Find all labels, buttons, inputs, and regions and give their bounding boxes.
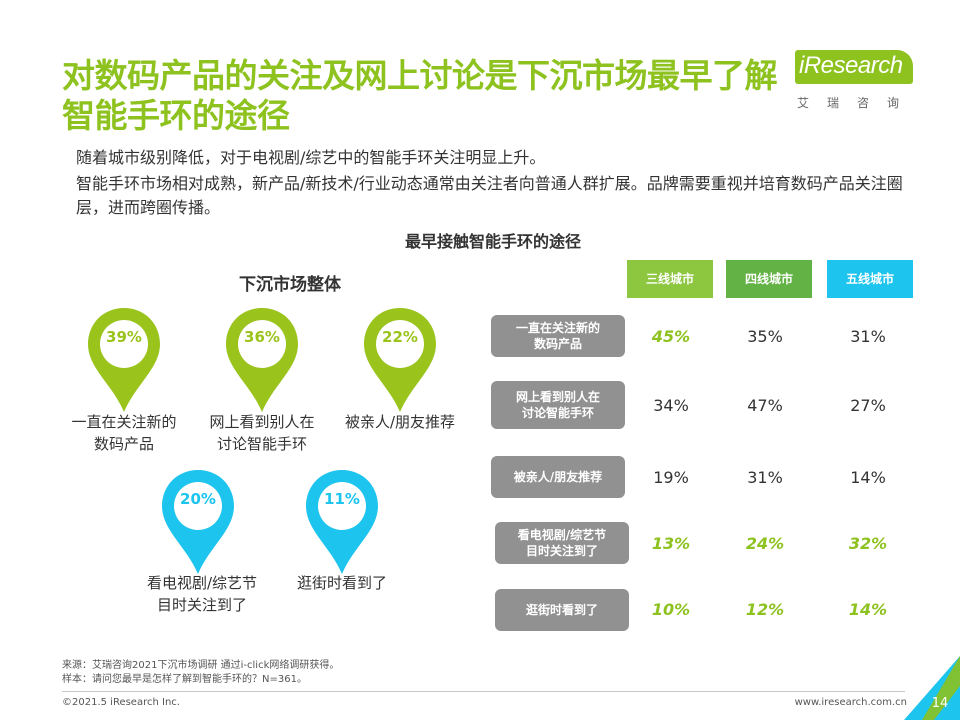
row-label-line: 一直在关注新的	[515, 321, 600, 335]
row-label: 被亲人/朋友推荐	[491, 456, 625, 498]
table-cell: 34%	[653, 396, 689, 415]
source-note: 来源：艾瑞咨询2021下沉市场调研 通过i-click网络调研获得。 样本：请问…	[62, 659, 339, 687]
map-pin-icon	[306, 470, 378, 574]
row-label: 看电视剧/综艺节 目时关注到了	[495, 522, 629, 564]
column-header-tier4: 四线城市	[726, 260, 812, 298]
row-label-line: 被亲人/朋友推荐	[513, 470, 603, 484]
table-cell: 14%	[848, 600, 888, 619]
pin-overall-5: 11%	[304, 468, 380, 578]
table-cell: 13%	[651, 534, 691, 553]
pin-label-line: 被亲人/朋友推荐	[344, 413, 456, 431]
summary-line-1: 随着城市级别降低，对于电视剧/综艺中的智能手环关注明显上升。	[76, 148, 546, 167]
logo-text: iResearch	[799, 52, 903, 79]
row-label-line: 看电视剧/综艺节	[517, 528, 607, 542]
website-link[interactable]: www.iresearch.com.cn	[794, 697, 907, 708]
table-cell: 35%	[747, 327, 783, 346]
row-label-line: 逛街时看到了	[525, 603, 598, 617]
summary-line-2: 智能手环市场相对成熟，新产品/新技术/行业动态通常由关注者向普通人群扩展。品牌需…	[76, 174, 903, 217]
pin-label-line: 讨论智能手环	[216, 435, 307, 453]
row-label: 一直在关注新的 数码产品	[491, 315, 625, 357]
pin-overall-2: 36%	[224, 306, 300, 416]
pin-label-line: 数码产品	[93, 435, 154, 453]
sample-line: 样本：请问您最早是怎样了解到智能手环的？N=361。	[62, 674, 307, 685]
row-label: 网上看到别人在 讨论智能手环	[491, 381, 625, 429]
row-label-line: 数码产品	[533, 337, 582, 351]
corner-decoration	[904, 656, 960, 720]
table-cell: 10%	[651, 600, 691, 619]
table-cell: 32%	[848, 534, 888, 553]
pin-label-2: 网上看到别人在 讨论智能手环	[187, 411, 337, 455]
table-cell: 47%	[747, 396, 783, 415]
table-cell: 24%	[745, 534, 785, 553]
page-title: 对数码产品的关注及网上讨论是下沉市场最早了解智能手环的途径	[62, 56, 778, 135]
pin-value: 11%	[324, 490, 360, 508]
pin-overall-3: 22%	[362, 306, 438, 416]
map-pin-icon	[364, 308, 436, 412]
column-header-tier3: 三线城市	[627, 260, 713, 298]
pin-label-4: 看电视剧/综艺节 目时关注到了	[127, 572, 277, 616]
pin-value: 22%	[382, 328, 418, 346]
table-cell: 27%	[850, 396, 886, 415]
source-line: 来源：艾瑞咨询2021下沉市场调研 通过i-click网络调研获得。	[62, 660, 340, 671]
page-number: 14	[931, 696, 949, 711]
pin-label-line: 目时关注到了	[156, 596, 247, 614]
copyright: ©2021.5 iResearch Inc.	[62, 697, 180, 708]
table-cell: 31%	[747, 468, 783, 487]
pin-label-1: 一直在关注新的 数码产品	[49, 411, 199, 455]
table-cell: 31%	[850, 327, 886, 346]
table-cell: 19%	[653, 468, 689, 487]
map-pin-icon	[88, 308, 160, 412]
row-label: 逛街时看到了	[495, 589, 629, 631]
column-header-tier5: 五线城市	[827, 260, 913, 298]
summary-text: 随着城市级别降低，对于电视剧/综艺中的智能手环关注明显上升。 智能手环市场相对成…	[76, 146, 906, 222]
map-pin-icon	[162, 470, 234, 574]
footer-divider	[62, 691, 905, 692]
pin-label-3: 被亲人/朋友推荐	[325, 411, 475, 433]
row-label-line: 网上看到别人在	[515, 390, 600, 404]
map-pin-icon	[226, 308, 298, 412]
overall-title: 下沉市场整体	[239, 275, 341, 295]
pin-value: 39%	[106, 328, 142, 346]
logo-subtitle: 艾瑞咨询	[797, 96, 918, 110]
pin-label-line: 一直在关注新的	[71, 413, 177, 431]
chart-title: 最早接触智能手环的途径	[404, 232, 581, 251]
pin-label-5: 逛街时看到了	[267, 572, 417, 594]
pin-overall-1: 39%	[86, 306, 162, 416]
table-cell: 45%	[651, 327, 691, 346]
table-cell: 12%	[745, 600, 785, 619]
row-label-line: 目时关注到了	[525, 544, 598, 558]
pin-label-line: 逛街时看到了	[296, 574, 387, 592]
logo-box	[795, 50, 913, 84]
row-label-line: 讨论智能手环	[521, 406, 594, 420]
pin-value: 36%	[244, 328, 280, 346]
table-cell: 14%	[850, 468, 886, 487]
pin-label-line: 网上看到别人在	[209, 413, 315, 431]
pin-overall-4: 20%	[160, 468, 236, 578]
pin-value: 20%	[180, 490, 216, 508]
pin-label-line: 看电视剧/综艺节	[146, 574, 258, 592]
iresearch-logo: iResearch 艾瑞咨询	[795, 46, 920, 116]
